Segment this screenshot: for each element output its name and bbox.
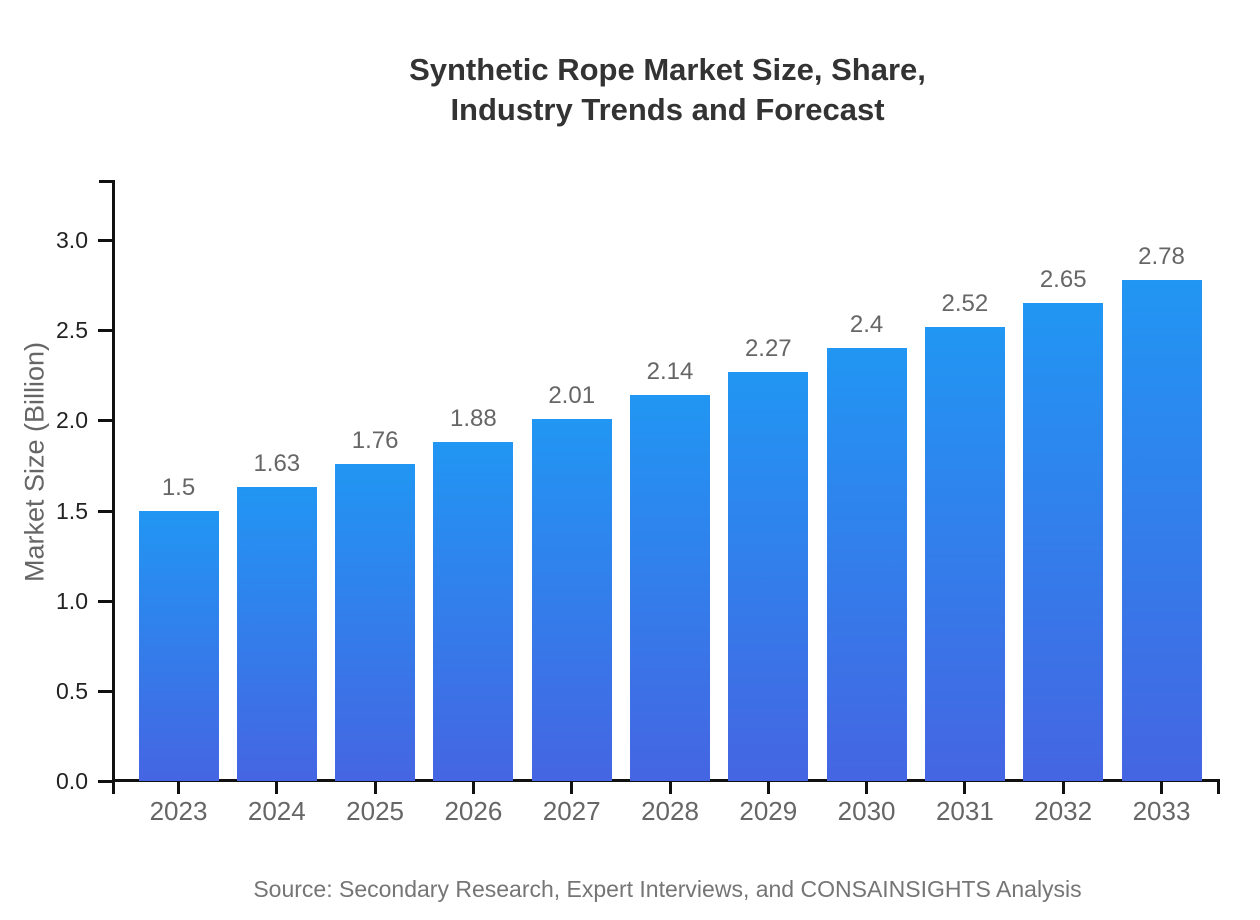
- x-axis-tick: [471, 781, 475, 794]
- y-axis-line: [112, 180, 115, 783]
- x-tick-label: 2032: [1034, 796, 1093, 826]
- y-axis-title: Market Size (Billion): [19, 341, 50, 583]
- x-axis-tick: [177, 781, 180, 794]
- x-tick-label: 2028: [641, 796, 699, 826]
- bar-value-label: 1.76: [351, 426, 399, 454]
- x-axis-tick: [1160, 781, 1163, 794]
- chart-title: Synthetic Rope Market Size, Share, Indus…: [115, 50, 1220, 130]
- x-tick-label: 2024: [247, 796, 306, 826]
- x-axis-end-cap: [1217, 779, 1220, 794]
- bar-2032: [1023, 303, 1104, 781]
- bar-2023: [138, 510, 219, 781]
- x-axis-tick: [1061, 781, 1065, 794]
- bar-value-label: 2.78: [1138, 242, 1185, 270]
- y-axis-tick: [98, 780, 112, 783]
- bar-2033: [1121, 279, 1202, 781]
- chart-title-line2: Industry Trends and Forecast: [450, 92, 885, 127]
- y-axis-top-cap: [99, 180, 115, 183]
- y-tick-label: 0.5: [56, 677, 88, 704]
- x-axis-tick: [865, 781, 869, 794]
- bar-2025: [335, 463, 416, 781]
- x-axis-tick: [275, 781, 279, 794]
- y-tick-label: 3.0: [56, 227, 88, 253]
- bar-2026: [433, 441, 514, 781]
- x-axis-tick: [766, 781, 770, 794]
- source-caption: Source: Secondary Research, Expert Inter…: [253, 876, 1082, 902]
- x-tick-label: 2031: [935, 796, 994, 826]
- bar-2027: [531, 418, 612, 781]
- x-axis-tick: [373, 781, 377, 794]
- y-axis-tick: [98, 239, 112, 242]
- bar-value-label: 2.01: [548, 381, 596, 409]
- y-tick-label: 2.0: [56, 407, 88, 434]
- bar-value-label: 1.88: [450, 404, 497, 432]
- y-tick-label: 0.0: [56, 768, 88, 794]
- x-axis-tick: [668, 781, 672, 794]
- bar-2031: [924, 326, 1005, 781]
- x-tick-label: 2023: [149, 796, 208, 826]
- y-tick-label: 2.5: [56, 317, 88, 344]
- x-tick-label: 2030: [837, 796, 896, 826]
- x-tick-label: 2033: [1132, 796, 1191, 826]
- x-tick-label: 2027: [542, 796, 601, 826]
- y-axis-tick: [98, 599, 112, 603]
- y-axis-tick: [98, 419, 112, 423]
- x-axis-tick: [570, 781, 574, 794]
- y-tick-label: 1.5: [56, 497, 88, 524]
- bar-2030: [826, 348, 907, 781]
- y-axis-tick: [98, 329, 112, 333]
- bar-2024: [236, 487, 317, 781]
- x-tick-label: 2026: [444, 796, 503, 826]
- bar-value-label: 2.14: [646, 358, 694, 386]
- y-tick-label: 1.0: [56, 587, 88, 614]
- bar-value-label: 2.4: [849, 311, 884, 339]
- x-axis-tick: [963, 781, 967, 794]
- bar-value-label: 1.5: [161, 473, 196, 501]
- bar-value-label: 2.65: [1039, 266, 1087, 294]
- bar-2029: [728, 371, 809, 781]
- x-tick-label: 2029: [739, 796, 798, 826]
- bar-value-label: 2.27: [744, 334, 792, 362]
- bar-value-label: 1.63: [253, 450, 301, 478]
- y-axis-tick: [98, 689, 112, 693]
- y-axis-tick: [98, 509, 112, 513]
- x-axis-corner-tick: [112, 779, 115, 794]
- chart-title-line1: Synthetic Rope Market Size, Share,: [409, 52, 926, 87]
- x-tick-label: 2025: [346, 796, 405, 826]
- bar-value-label: 2.52: [941, 289, 989, 317]
- bar-2028: [630, 395, 710, 781]
